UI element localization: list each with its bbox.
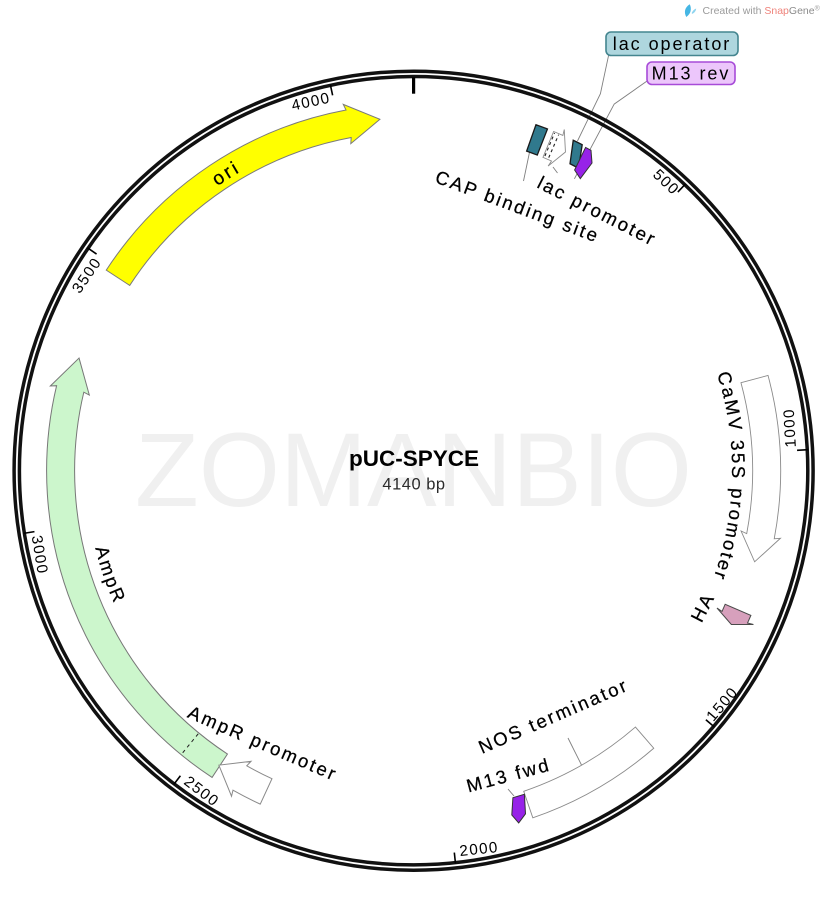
svg-text:lac operator: lac operator <box>613 34 731 54</box>
svg-text:1000: 1000 <box>781 408 800 448</box>
svg-text:2000: 2000 <box>459 839 500 860</box>
svg-text:pUC-SPYCE: pUC-SPYCE <box>349 446 479 471</box>
svg-text:M13 rev: M13 rev <box>652 64 731 84</box>
svg-text:4140 bp: 4140 bp <box>382 476 445 494</box>
svg-text:Created with SnapGene®: Created with SnapGene® <box>703 4 821 16</box>
svg-text:3000: 3000 <box>28 534 51 576</box>
svg-text:ZOMANBIO: ZOMANBIO <box>135 412 692 529</box>
